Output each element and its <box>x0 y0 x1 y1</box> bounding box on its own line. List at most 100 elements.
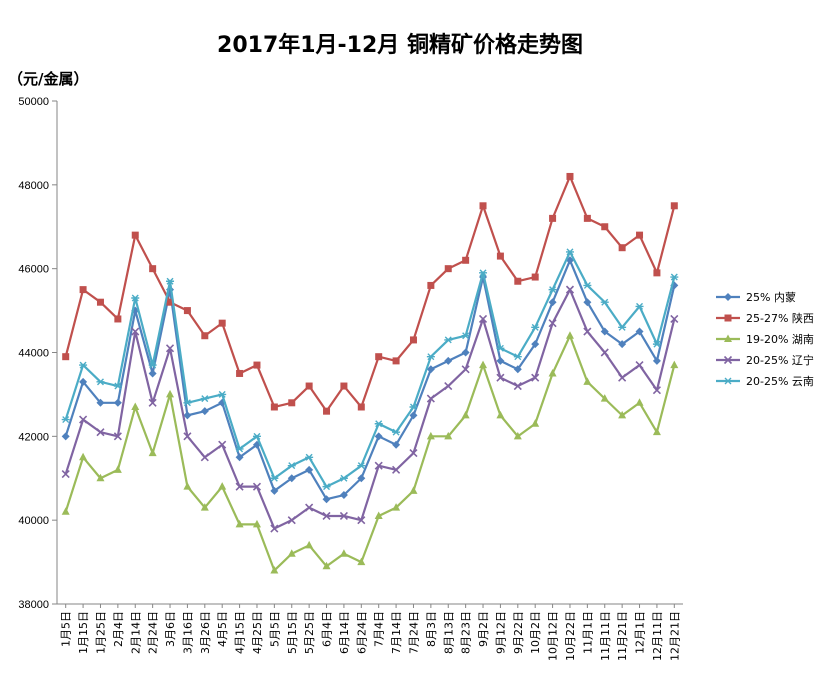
data-point <box>270 403 278 411</box>
y-tick-label: 40000 <box>18 515 49 527</box>
data-point <box>218 482 227 490</box>
data-point <box>183 432 192 441</box>
legend-label: 25-27% 陕西 <box>746 311 814 325</box>
data-point <box>270 486 279 495</box>
data-point <box>513 353 522 361</box>
data-point <box>166 389 175 398</box>
legend-swatch-marker <box>723 355 733 365</box>
data-point <box>340 382 348 390</box>
data-point <box>200 407 209 416</box>
data-point <box>200 395 209 403</box>
data-point <box>600 394 609 402</box>
data-point <box>96 298 104 306</box>
series-line <box>64 288 676 530</box>
data-point <box>652 427 661 436</box>
data-point <box>426 365 435 374</box>
data-point <box>96 398 105 407</box>
x-tick-label: 10月22日 <box>564 611 577 661</box>
data-point <box>236 369 244 377</box>
data-point <box>565 331 574 339</box>
data-point <box>565 248 574 256</box>
data-point <box>200 503 209 511</box>
x-tick-label: 6月14日 <box>338 611 351 654</box>
data-point <box>461 348 470 357</box>
data-point <box>79 286 87 294</box>
data-point <box>636 231 644 239</box>
data-point <box>357 462 366 470</box>
data-point <box>426 431 435 440</box>
data-point <box>201 332 209 340</box>
data-point <box>96 378 105 386</box>
data-point <box>409 403 418 411</box>
data-point <box>548 368 557 377</box>
data-point <box>183 411 192 420</box>
x-tick-label: 8月23日 <box>460 611 473 654</box>
data-point <box>635 398 644 406</box>
data-point <box>565 285 575 294</box>
data-point <box>357 403 365 411</box>
data-point <box>131 231 139 239</box>
data-point <box>618 410 627 419</box>
y-tick-label: 48000 <box>18 180 49 192</box>
data-point <box>635 302 644 310</box>
data-point <box>427 281 435 289</box>
data-point <box>270 565 279 574</box>
y-axis-ticks: 38000 40000 42000 44000 46000 48000 50000 <box>18 96 57 611</box>
x-tick-label: 6月4日 <box>321 611 334 647</box>
x-tick-label: 9月2日 <box>477 611 490 647</box>
data-point <box>339 511 348 521</box>
y-tick-label: 38000 <box>18 599 49 611</box>
x-tick-label: 1月25日 <box>94 611 107 654</box>
legend-item: 20-25% 辽宁 <box>716 353 814 367</box>
data-point <box>548 298 557 307</box>
data-point <box>444 336 453 344</box>
data-point <box>600 298 609 306</box>
x-tick-label: 2月4日 <box>112 611 125 647</box>
data-point <box>131 402 140 410</box>
data-point <box>531 340 540 349</box>
x-tick-label: 1月15日 <box>77 611 90 654</box>
data-point <box>653 269 661 277</box>
data-point <box>496 410 505 419</box>
data-point <box>600 327 609 336</box>
data-point <box>113 398 122 407</box>
data-point <box>96 428 105 437</box>
data-point <box>149 265 157 273</box>
data-point <box>444 431 453 440</box>
data-point <box>287 474 296 483</box>
data-point <box>305 540 314 549</box>
data-point <box>235 453 244 462</box>
legend-label: 25% 内蒙 <box>746 290 796 304</box>
x-tick-label: 7月14日 <box>390 611 403 654</box>
data-point <box>426 394 435 403</box>
x-tick-label: 12月1日 <box>634 611 647 654</box>
data-point <box>479 360 488 369</box>
data-point <box>375 353 383 361</box>
data-point <box>583 214 591 222</box>
series-4 <box>61 285 679 533</box>
data-point <box>496 252 504 260</box>
data-point <box>461 410 470 419</box>
data-point <box>548 286 557 294</box>
data-point <box>374 420 383 428</box>
x-tick-label: 9月22日 <box>512 611 525 654</box>
data-point <box>479 269 488 277</box>
data-point <box>62 353 70 361</box>
data-point <box>392 465 401 474</box>
data-point <box>670 202 678 210</box>
data-point <box>409 411 418 420</box>
data-point <box>183 399 192 407</box>
data-point <box>479 202 487 210</box>
y-tick-label: 50000 <box>18 96 49 108</box>
data-point <box>200 453 209 462</box>
data-point <box>374 432 383 441</box>
data-point <box>323 407 331 415</box>
data-point <box>478 314 488 324</box>
data-point <box>635 327 644 336</box>
data-point <box>583 377 592 385</box>
x-tick-label: 10月12日 <box>547 611 560 661</box>
data-point <box>496 373 505 382</box>
data-point <box>287 516 296 525</box>
legend-swatch-marker <box>724 377 732 385</box>
